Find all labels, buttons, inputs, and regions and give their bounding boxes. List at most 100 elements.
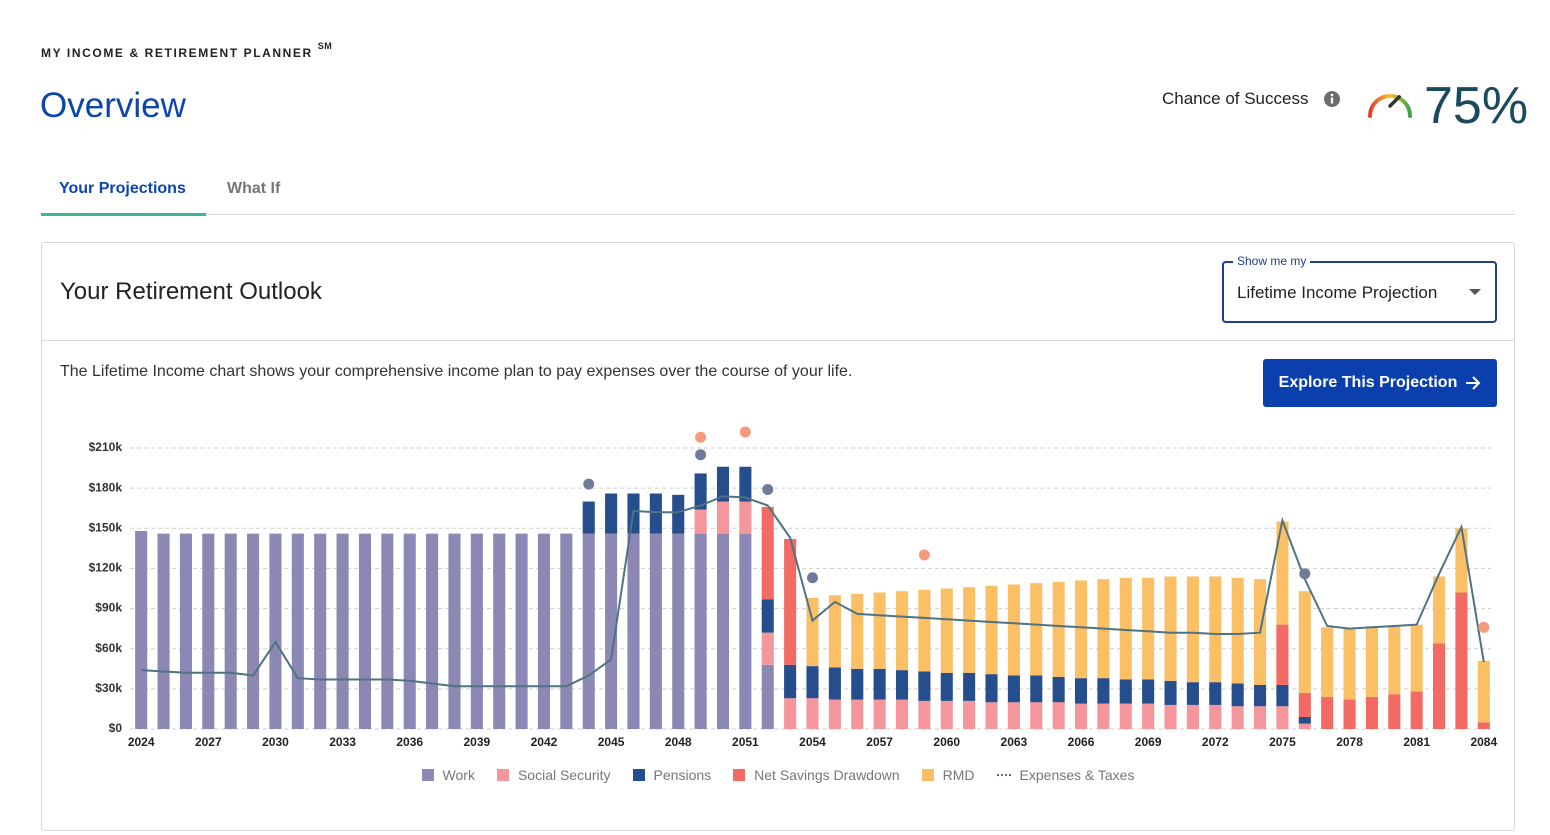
bar-segment [426,533,439,729]
bar-segment [985,585,998,675]
bar-segment [873,699,886,729]
bar-segment [784,538,797,665]
bar-segment [1007,675,1020,703]
tab-divider [41,214,1515,215]
bar-segment [873,592,886,669]
select-label: Show me my [1233,254,1311,268]
bar-segment [1052,581,1065,677]
button-label: Explore This Projection [1278,374,1458,391]
bar-segment [605,493,618,534]
x-tick-label: 2027 [195,735,222,749]
x-tick-label: 2048 [665,735,692,749]
legend-label: Expenses & Taxes [1019,767,1135,783]
bar-segment [582,533,595,729]
legend-swatch [421,769,434,781]
bar-segment [1142,703,1155,729]
bar-segment [649,533,662,729]
bar-segment [873,668,886,700]
event-marker [739,426,751,438]
bar-segment [1253,684,1267,707]
bar-segment [1231,683,1244,707]
bar-segment [291,533,304,729]
success-label: Chance of Success [1162,89,1309,108]
bar-segment [918,671,931,701]
x-tick-label: 2066 [1068,735,1095,749]
bar-segment [358,533,372,729]
bar-segment [895,699,909,729]
bar-segment [1209,682,1222,705]
bar-segment [895,591,909,671]
bar-segment [828,595,841,668]
bar-segment [1007,702,1020,729]
bar-segment [1298,723,1311,729]
bar-segment [716,533,730,729]
bar-segment [135,530,148,729]
explore-button[interactable]: Explore This Projection [1263,359,1497,407]
bar-segment [1276,624,1289,685]
x-tick-label: 2057 [866,735,893,749]
bar-segment [1209,576,1222,683]
bar-segment [1321,627,1334,697]
bar-segment [940,700,953,729]
x-tick-label: 2081 [1403,735,1430,749]
bar-segment [672,494,685,534]
bar-segment [448,533,461,729]
chart: $0 $30k $60k $90k $120k $150k $180k $210k 2024 20… [89,426,1497,749]
legend-square [733,769,746,781]
legend-label: Work [442,767,475,783]
bar-segment [1343,628,1356,700]
x-tick-label: 2033 [329,735,356,749]
product-name: MY INCOME & RETIREMENT PLANNER SM [41,41,332,60]
y-tick-label: $120k [89,561,123,575]
projection-select[interactable] [1222,261,1497,323]
x-tick-label: 2063 [1001,735,1028,749]
bar-segment [761,632,774,665]
x-tick-label: 2075 [1269,735,1296,749]
bar-segment [1433,576,1446,644]
legend-item[interactable]: Net Savings Drawdown [733,767,900,783]
tab[interactable]: Your Projections [59,180,186,197]
legend-item[interactable]: RMD [921,767,975,783]
bar-segment [1074,678,1088,704]
legend-item[interactable]: Expenses & Taxes [996,767,1135,783]
info-icon[interactable] [1323,90,1341,108]
legend-swatch [632,769,645,781]
bar-segment [828,699,841,729]
bar-segment [1365,696,1378,729]
success-gauge [1368,94,1412,118]
bar-segment [649,493,662,534]
bar-segment [940,588,953,673]
y-tick-label: $60k [95,641,122,655]
bar-segment [1119,703,1132,729]
bar-segment [1298,716,1311,724]
bar-segment [806,666,819,699]
event-marker [1478,621,1490,633]
bar-segment [1030,583,1043,676]
product-text: MY INCOME & RETIREMENT PLANNER [41,46,313,60]
bar-segment [1030,702,1043,729]
bar-segment [1164,704,1177,729]
bar-segment [1186,576,1199,683]
bar-segment [1343,699,1356,729]
y-tick-label: $30k [95,681,122,695]
legend-square [921,769,934,781]
bar-segment [1074,580,1088,679]
x-tick-label: 2051 [732,735,759,749]
bar-segment [1276,521,1289,625]
legend-item[interactable]: Work [421,767,475,783]
x-tick-label: 2069 [1135,735,1162,749]
bar-segment [627,533,640,729]
legend-swatch [921,769,934,781]
tab[interactable]: What If [227,180,281,197]
bar-segment [1477,660,1490,723]
bar-segment [515,533,528,729]
event-marker [1299,568,1311,580]
bar-segment [940,672,953,701]
legend-item[interactable]: Pensions [632,767,711,783]
bar-segment [247,533,260,729]
bar-segment [1477,722,1490,729]
legend-item[interactable]: Social Security [496,767,611,783]
bar-segment [985,674,998,703]
bar-segment [716,466,730,502]
bar-segment [1164,680,1177,705]
